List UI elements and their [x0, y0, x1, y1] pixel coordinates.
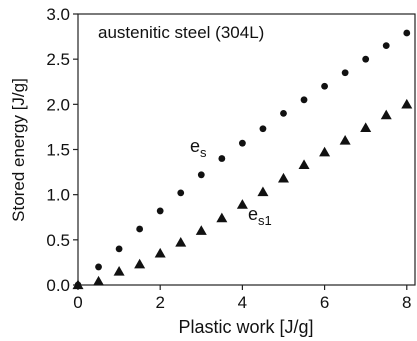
point-es1: [216, 212, 228, 223]
x-tick-label: 4: [238, 293, 247, 312]
x-tick-label: 0: [73, 293, 82, 312]
point-es: [238, 139, 246, 147]
y-tick-label: 0.5: [46, 231, 70, 250]
point-es: [95, 263, 102, 271]
point-es: [197, 171, 205, 179]
point-es: [382, 42, 390, 50]
point-es1: [195, 225, 207, 235]
point-es1: [154, 247, 166, 258]
point-es1: [134, 258, 146, 269]
point-es: [115, 245, 123, 253]
point-es1: [401, 98, 413, 109]
point-es: [156, 207, 164, 215]
y-ticks: 0.0 0.5 1.0 1.5 2.0 2.5 3.0: [46, 5, 78, 295]
point-es1: [72, 279, 84, 290]
point-es1: [175, 237, 187, 247]
point-es1: [257, 186, 269, 197]
point-es1: [380, 109, 392, 120]
series-label-es1-main: e: [248, 204, 258, 224]
data-marks: [72, 29, 413, 290]
x-ticks: 0 2 4 6 8: [73, 285, 412, 312]
point-es1: [319, 146, 331, 157]
point-es1: [298, 159, 310, 169]
x-axis-label: Plastic work [J/g]: [178, 317, 313, 337]
point-es1: [339, 134, 351, 145]
series-label-es-sub: s: [200, 145, 207, 160]
point-es: [341, 69, 349, 77]
y-axis-label: Stored energy [J/g]: [9, 78, 28, 222]
y-tick-label: 1.5: [46, 141, 70, 160]
y-tick-label: 0.0: [46, 276, 70, 295]
point-es: [259, 125, 267, 133]
x-tick-label: 8: [402, 293, 411, 312]
y-tick-label: 1.0: [46, 186, 70, 205]
point-es: [321, 82, 328, 90]
point-es1: [277, 172, 289, 183]
x-tick-label: 6: [320, 293, 329, 312]
point-es1: [236, 199, 248, 209]
y-tick-label: 2.0: [46, 95, 70, 114]
series-label-es: es: [190, 136, 207, 160]
y-tick-label: 3.0: [46, 5, 70, 24]
point-es: [403, 29, 411, 37]
x-tick-label: 2: [155, 293, 164, 312]
series-label-es-main: e: [190, 136, 200, 156]
point-es1: [360, 122, 372, 132]
point-es: [362, 55, 370, 63]
point-es: [136, 225, 144, 233]
series-label-es1: es1: [248, 204, 272, 228]
series-label-es1-sub: s1: [258, 213, 272, 228]
point-es: [280, 109, 287, 117]
point-es: [218, 155, 226, 162]
plot-frame: [77, 13, 416, 286]
point-es1: [93, 275, 105, 286]
y-tick-label: 2.5: [46, 50, 70, 69]
annotation-text: austenitic steel (304L): [98, 23, 264, 42]
point-es1: [113, 265, 125, 276]
point-es: [300, 96, 308, 104]
point-es: [177, 189, 185, 197]
